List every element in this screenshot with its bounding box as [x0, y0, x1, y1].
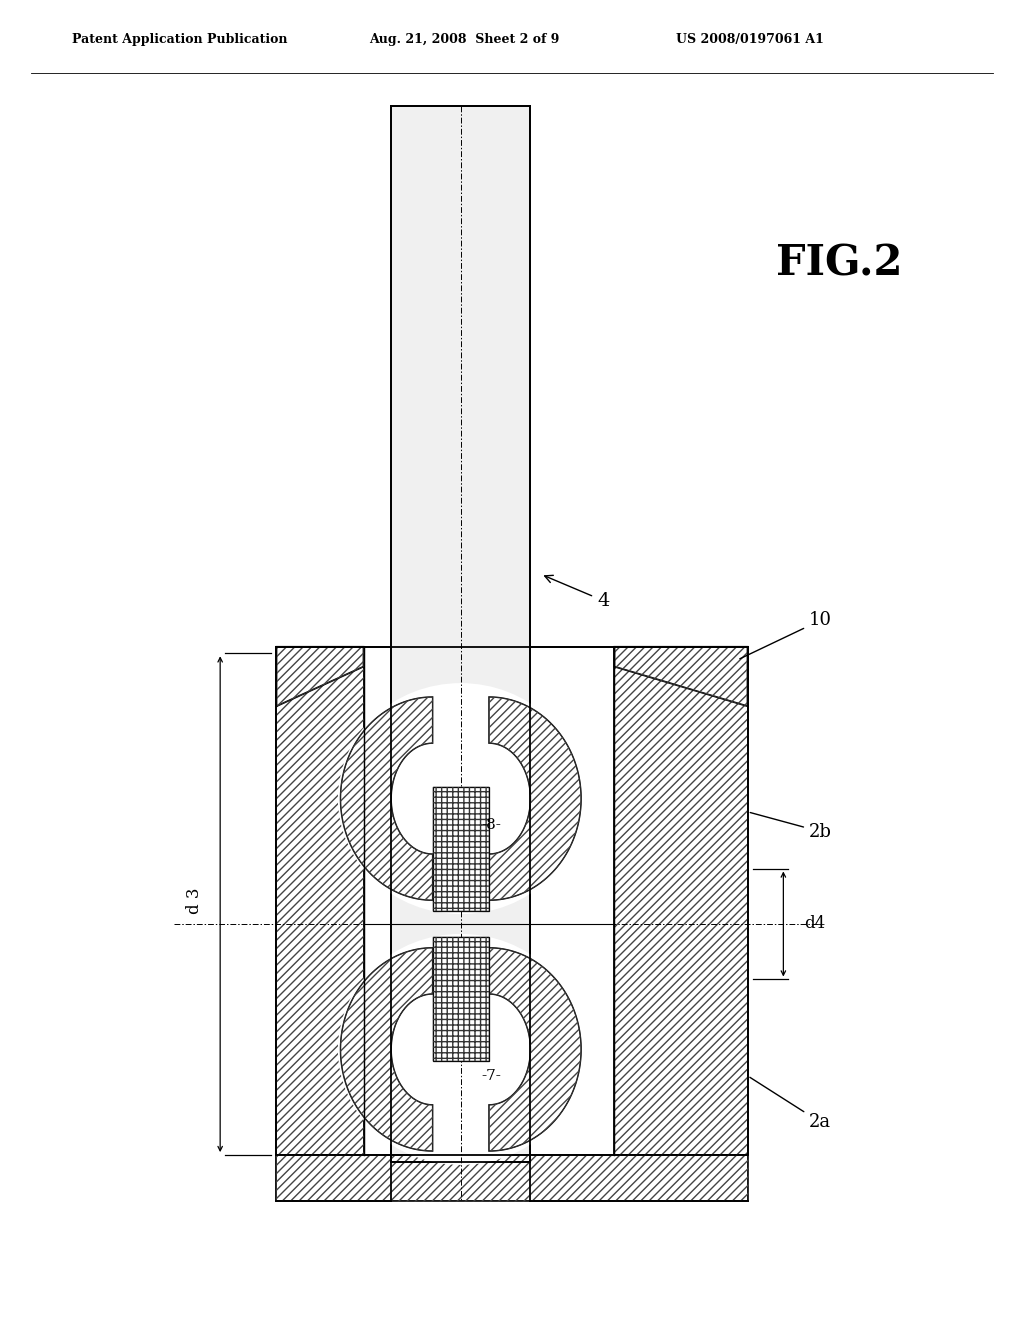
- Bar: [432, 787, 489, 911]
- Text: d4: d4: [804, 916, 825, 932]
- Text: Patent Application Publication: Patent Application Publication: [72, 33, 287, 46]
- Polygon shape: [489, 697, 581, 900]
- Bar: [432, 937, 489, 1061]
- Bar: [276, 647, 748, 1155]
- Polygon shape: [276, 647, 364, 706]
- Polygon shape: [341, 697, 432, 900]
- Text: US 2008/0197061 A1: US 2008/0197061 A1: [676, 33, 823, 46]
- Bar: [391, 106, 530, 1162]
- Bar: [276, 647, 364, 1155]
- Bar: [432, 937, 489, 1061]
- Text: 10: 10: [739, 611, 831, 659]
- Bar: [614, 647, 748, 1155]
- Text: 2a: 2a: [750, 1077, 831, 1131]
- Text: Aug. 21, 2008  Sheet 2 of 9: Aug. 21, 2008 Sheet 2 of 9: [369, 33, 559, 46]
- Polygon shape: [614, 647, 748, 706]
- Text: -8-: -8-: [481, 818, 502, 832]
- Polygon shape: [489, 948, 581, 1151]
- Text: 2b: 2b: [751, 813, 831, 841]
- Text: d 3: d 3: [186, 887, 203, 915]
- Text: 4: 4: [545, 576, 609, 610]
- Bar: [276, 647, 364, 1155]
- Bar: [276, 1155, 748, 1201]
- Text: -7-: -7-: [481, 1069, 502, 1082]
- Ellipse shape: [338, 935, 584, 1166]
- Ellipse shape: [338, 684, 584, 913]
- Text: FIG.2: FIG.2: [776, 243, 903, 285]
- Bar: [614, 647, 748, 1155]
- Bar: [276, 1155, 748, 1201]
- Polygon shape: [341, 948, 432, 1151]
- Bar: [432, 787, 489, 911]
